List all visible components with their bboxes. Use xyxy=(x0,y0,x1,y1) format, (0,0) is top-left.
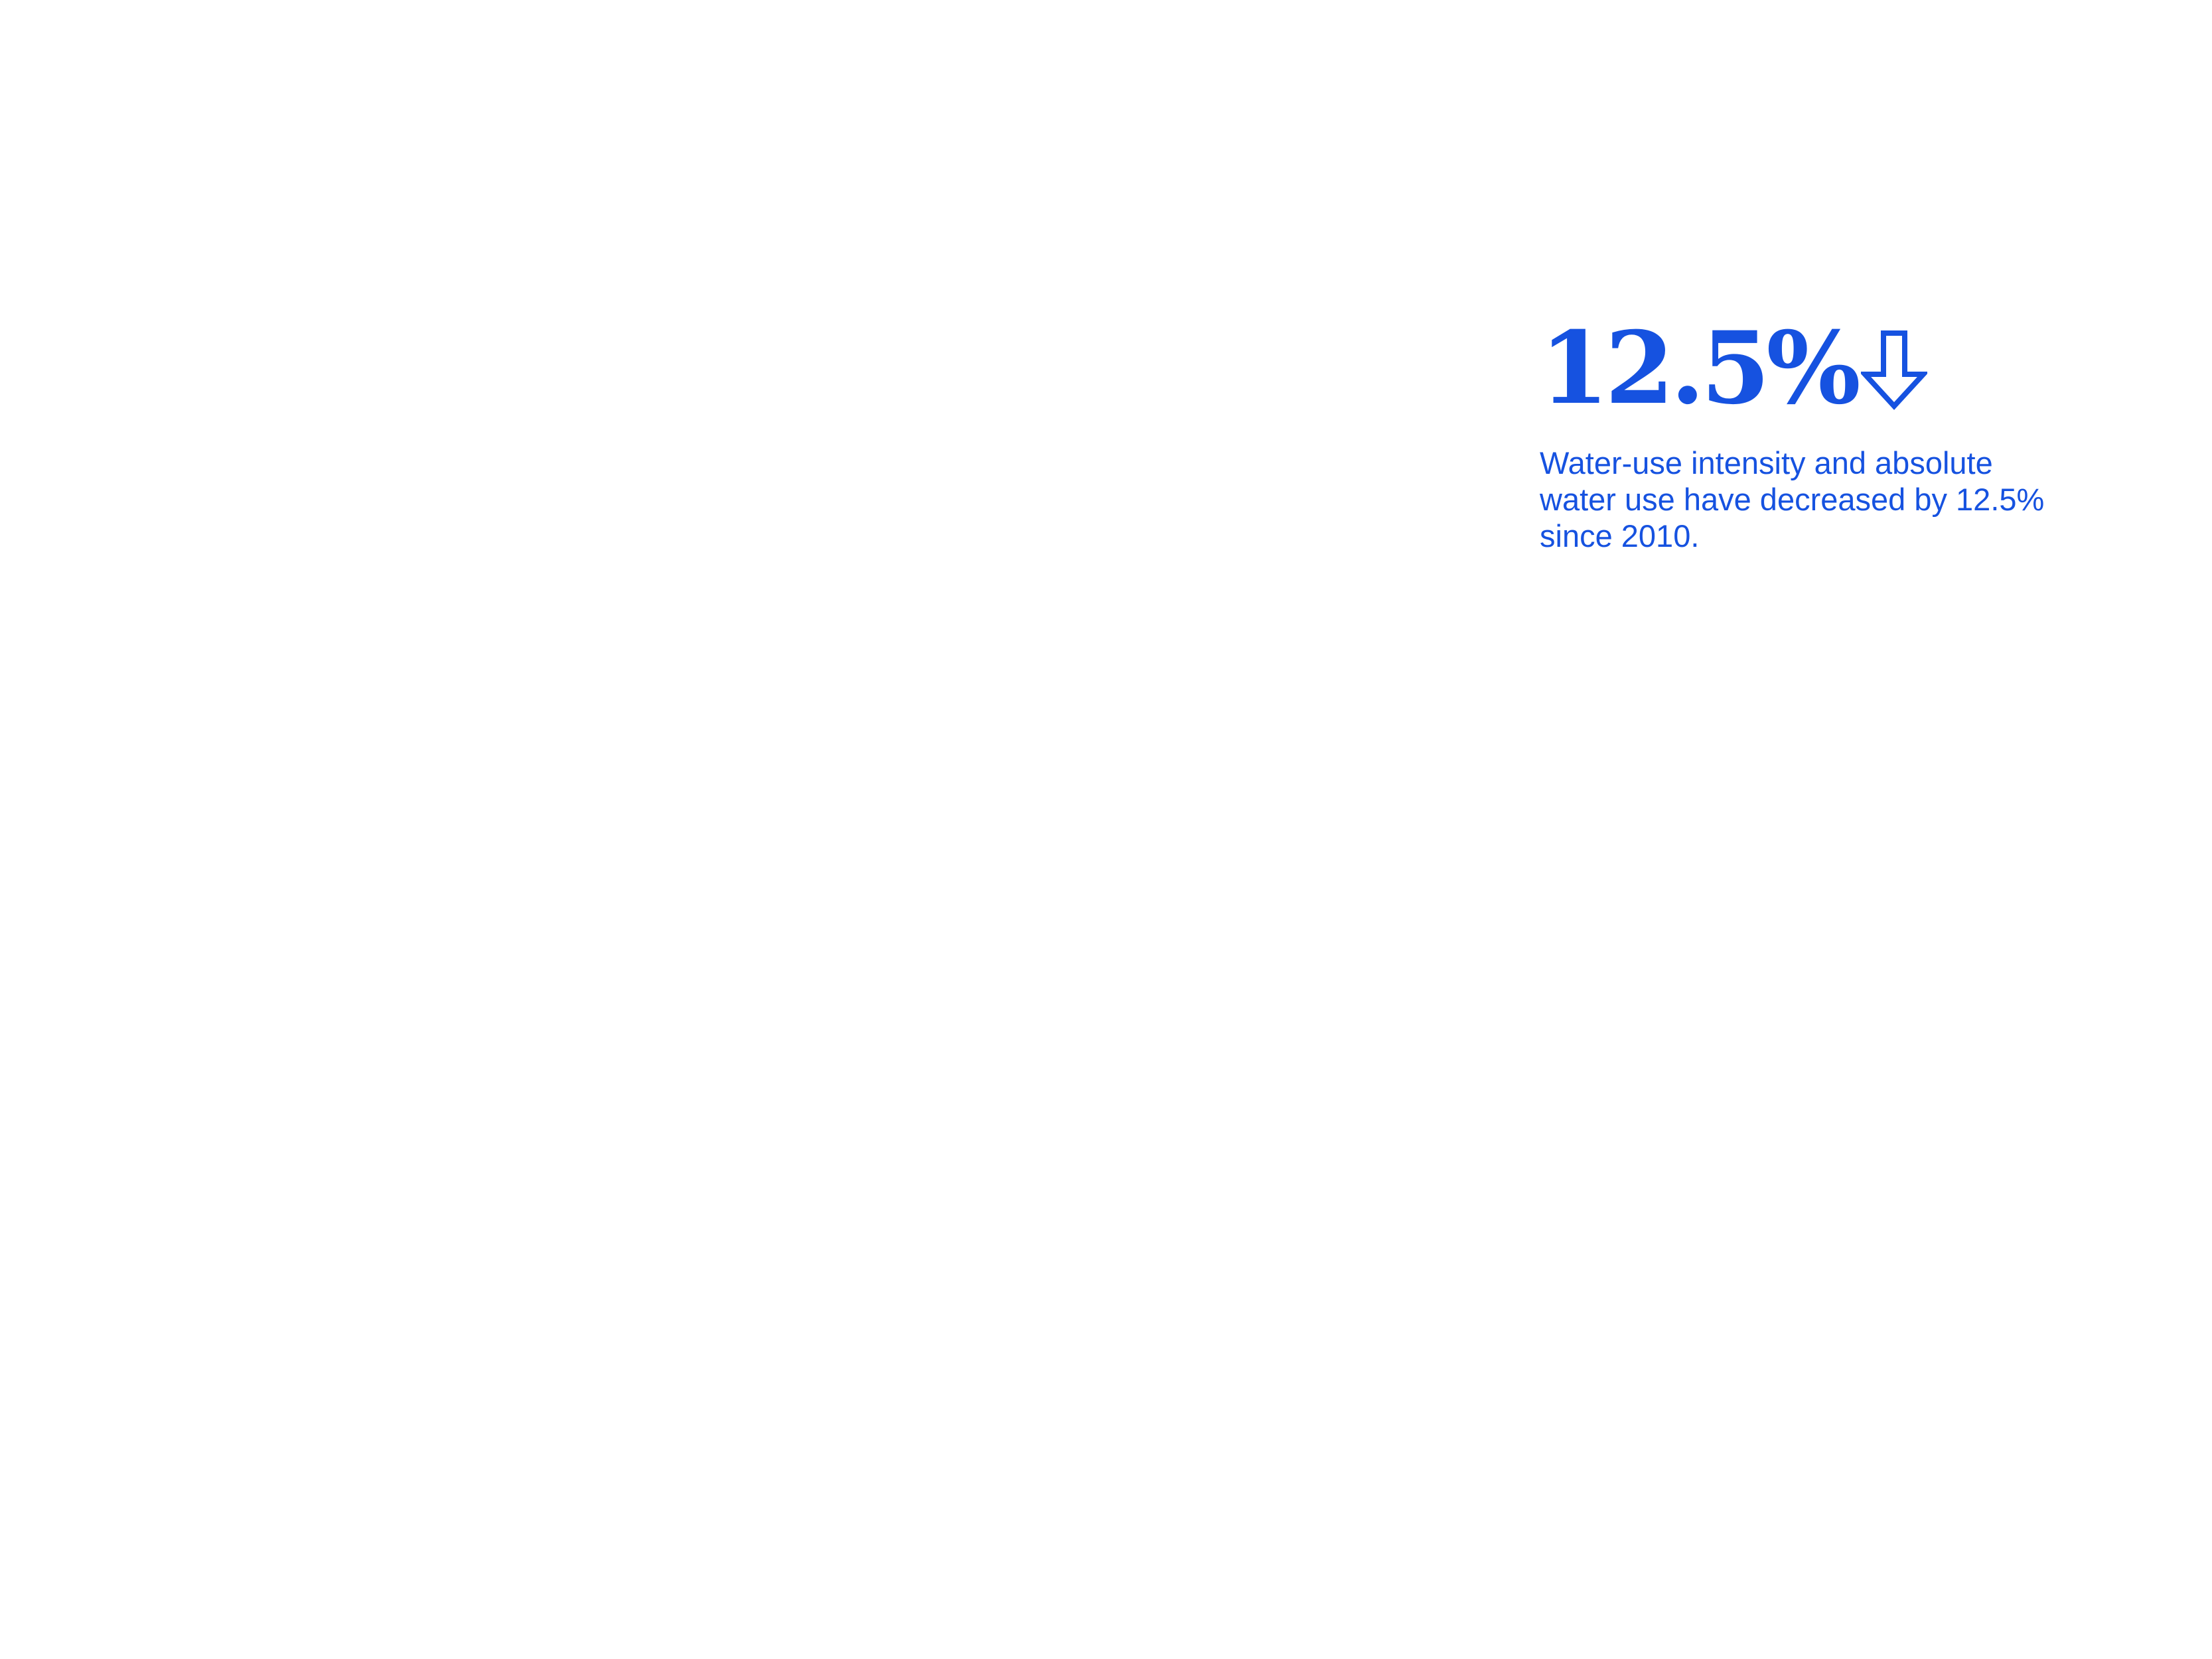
stat-headline: 12.5% xyxy=(1540,319,2084,418)
stat-value: 12.5% xyxy=(1540,310,1861,427)
stat-callout: 12.5% Water-use intensity and absolute w… xyxy=(1540,319,2084,554)
stat-description: Water-use intensity and absolute water u… xyxy=(1540,445,2045,553)
down-arrow-icon xyxy=(1860,330,1927,410)
